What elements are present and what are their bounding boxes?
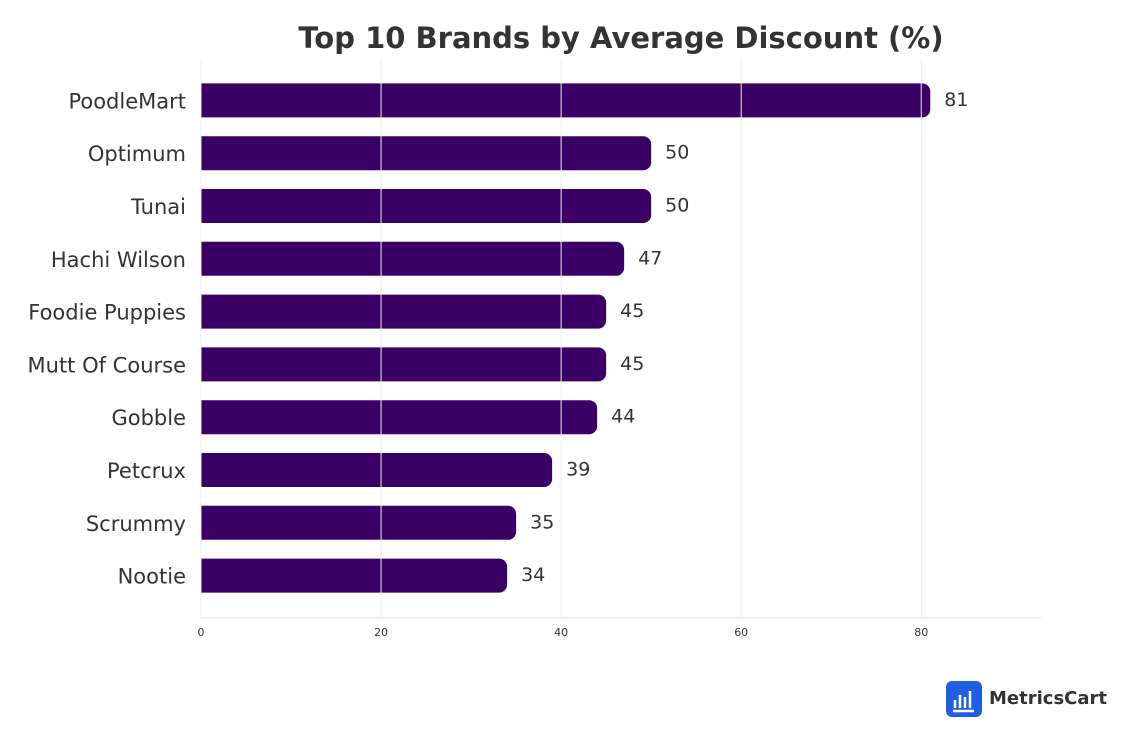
y-tick-label: Foodie Puppies	[28, 301, 186, 325]
y-tick-label: Scrummy	[86, 512, 186, 536]
value-label: 45	[620, 353, 644, 375]
bar	[201, 83, 931, 118]
logo-glyph	[953, 691, 974, 713]
x-tick-label: 40	[554, 626, 568, 639]
y-tick-label: Mutt Of Course	[28, 353, 186, 377]
bar	[201, 505, 517, 540]
bar	[201, 136, 652, 171]
y-tick-label: Optimum	[88, 142, 186, 166]
value-label: 34	[521, 564, 545, 586]
bar	[201, 558, 508, 593]
x-tick-label: 20	[374, 626, 388, 639]
value-label: 44	[611, 406, 635, 428]
value-label: 39	[566, 459, 590, 481]
bar	[201, 241, 625, 276]
value-label: 50	[665, 142, 689, 164]
value-label: 35	[530, 511, 554, 533]
bar	[201, 347, 607, 382]
bar	[201, 189, 652, 223]
bar	[201, 294, 607, 329]
bar	[201, 400, 598, 435]
value-label: 47	[638, 247, 662, 269]
bar	[201, 453, 553, 487]
y-tick-label: Gobble	[111, 406, 186, 430]
value-label: 45	[620, 300, 644, 322]
y-tick-label: Hachi Wilson	[51, 248, 186, 272]
y-tick-label: Petcrux	[107, 459, 186, 483]
logo-text: MetricsCart	[989, 688, 1107, 709]
value-label: 50	[665, 195, 689, 217]
value-label: 81	[944, 89, 968, 111]
y-tick-label: Tunai	[130, 195, 186, 219]
x-tick-label: 0	[198, 626, 205, 639]
y-tick-label: Nootie	[118, 565, 186, 589]
x-tick-label: 80	[914, 626, 928, 639]
chart-title: Top 10 Brands by Average Discount (%)	[298, 21, 943, 55]
x-tick-label: 60	[734, 626, 748, 639]
y-tick-label: PoodleMart	[68, 89, 186, 113]
